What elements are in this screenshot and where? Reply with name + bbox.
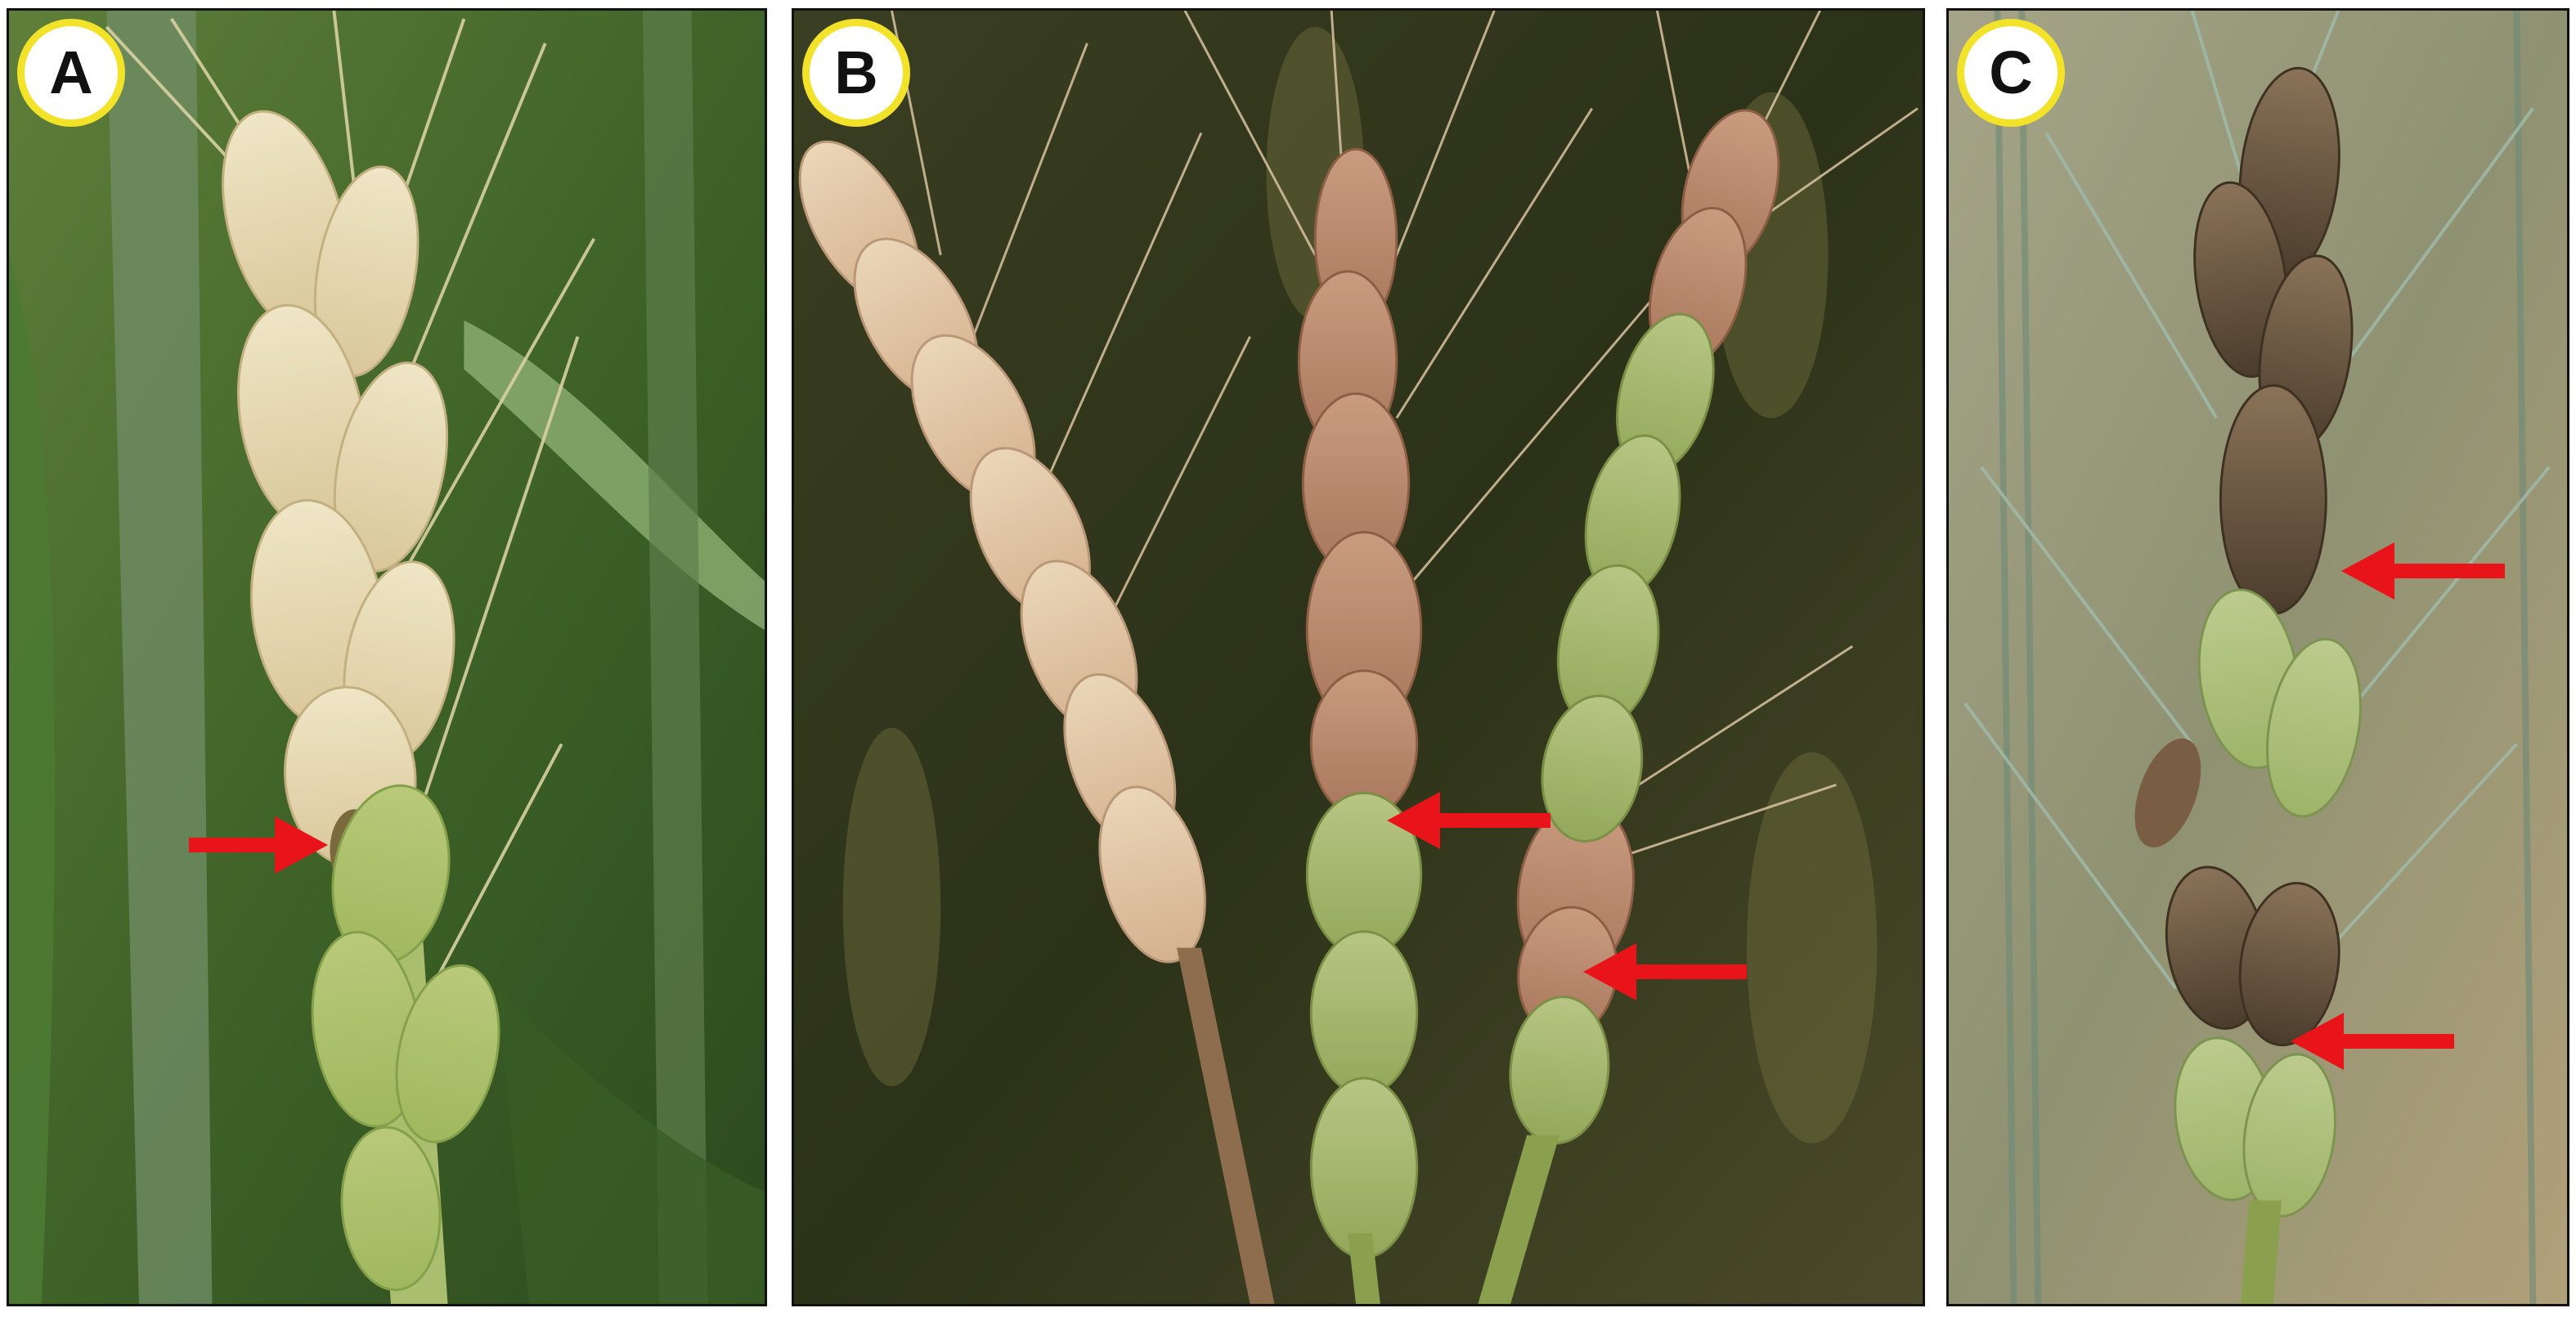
panel-b-photo — [794, 11, 1923, 1304]
panel-label-badge: B — [802, 19, 910, 127]
panel-c: C — [1946, 8, 2569, 1306]
panel-a-photo — [9, 11, 765, 1304]
red-arrow-icon — [2341, 542, 2505, 600]
panel-c-photo — [1949, 11, 2567, 1304]
panel-label-badge: C — [1957, 19, 2065, 127]
panel-b: B — [792, 8, 1925, 1306]
red-arrow-icon — [189, 816, 328, 874]
panel-label-badge: A — [17, 19, 125, 127]
red-arrow-icon — [1583, 943, 1747, 1000]
red-arrow-icon — [1387, 792, 1551, 849]
red-arrow-icon — [2291, 1013, 2454, 1070]
panel-a: A — [7, 8, 767, 1306]
